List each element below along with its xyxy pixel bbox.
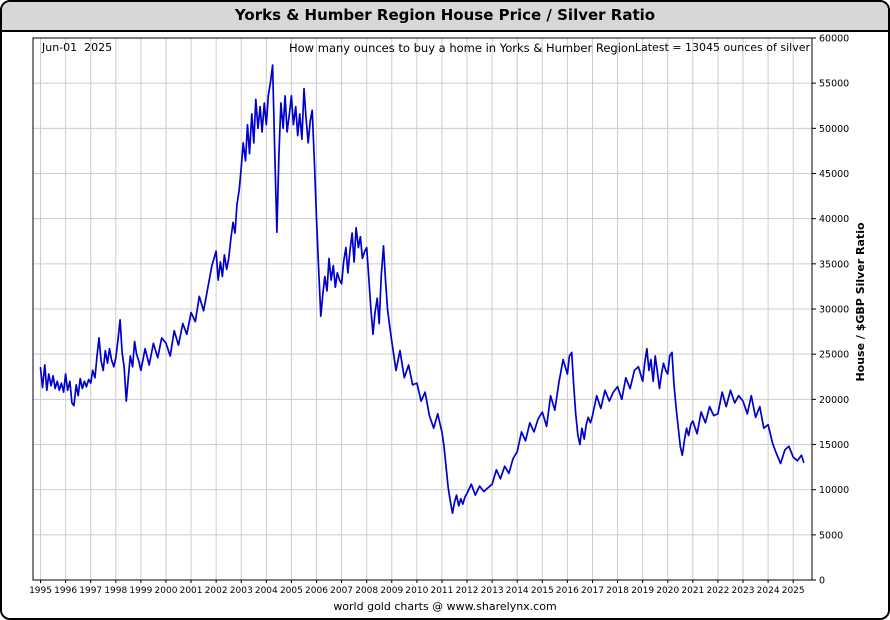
svg-text:2015: 2015 bbox=[531, 586, 554, 596]
svg-text:2003: 2003 bbox=[230, 586, 253, 596]
svg-text:2009: 2009 bbox=[380, 586, 403, 596]
chart-area: 0 5000 10000 15000 20000 25000 30000 35000 40000… bbox=[2, 32, 888, 616]
svg-text:2016: 2016 bbox=[556, 586, 579, 596]
svg-text:2018: 2018 bbox=[606, 586, 629, 596]
svg-text:2024: 2024 bbox=[757, 586, 780, 596]
date-annotation: Jun-01 2025 bbox=[42, 41, 113, 54]
svg-text:2005: 2005 bbox=[280, 586, 303, 596]
latest-value-annotation: Latest = 13045 ounces of silver bbox=[634, 41, 810, 54]
svg-text:2004: 2004 bbox=[255, 586, 278, 596]
svg-text:2013: 2013 bbox=[481, 586, 504, 596]
svg-text:2010: 2010 bbox=[405, 586, 428, 596]
description-annotation: How many ounces to buy a home in Yorks &… bbox=[289, 41, 636, 55]
svg-text:1997: 1997 bbox=[79, 586, 102, 596]
svg-text:25000: 25000 bbox=[819, 350, 849, 361]
svg-text:2001: 2001 bbox=[180, 586, 203, 596]
svg-text:2014: 2014 bbox=[506, 586, 529, 596]
svg-text:20000: 20000 bbox=[819, 395, 849, 406]
chart-title: Yorks & Humber Region House Price / Silv… bbox=[2, 2, 888, 32]
svg-text:45000: 45000 bbox=[819, 169, 849, 180]
svg-text:2007: 2007 bbox=[330, 586, 353, 596]
svg-text:2011: 2011 bbox=[430, 586, 453, 596]
svg-text:55000: 55000 bbox=[819, 79, 849, 90]
svg-text:2021: 2021 bbox=[681, 586, 704, 596]
svg-text:1996: 1996 bbox=[54, 586, 77, 596]
svg-text:10000: 10000 bbox=[819, 485, 849, 496]
svg-text:60000: 60000 bbox=[819, 34, 849, 45]
svg-text:1995: 1995 bbox=[29, 586, 52, 596]
footer-credit: world gold charts @ www.sharelynx.com bbox=[333, 600, 557, 613]
y-axis-title: House / $GBP Silver Ratio bbox=[854, 222, 867, 382]
svg-text:2022: 2022 bbox=[706, 586, 729, 596]
svg-text:2012: 2012 bbox=[456, 586, 479, 596]
svg-text:1998: 1998 bbox=[104, 586, 127, 596]
svg-text:2020: 2020 bbox=[656, 586, 679, 596]
svg-text:2025: 2025 bbox=[782, 586, 805, 596]
svg-text:2008: 2008 bbox=[355, 586, 378, 596]
svg-text:30000: 30000 bbox=[819, 305, 849, 316]
svg-text:2023: 2023 bbox=[732, 586, 755, 596]
price-ratio-chart: 0 5000 10000 15000 20000 25000 30000 35000 40000… bbox=[29, 34, 849, 597]
svg-text:2019: 2019 bbox=[631, 586, 654, 596]
svg-text:1999: 1999 bbox=[129, 586, 152, 596]
svg-text:2006: 2006 bbox=[305, 586, 328, 596]
svg-text:0: 0 bbox=[819, 576, 825, 587]
svg-text:40000: 40000 bbox=[819, 214, 849, 225]
svg-text:2000: 2000 bbox=[155, 586, 178, 596]
svg-text:5000: 5000 bbox=[819, 530, 843, 541]
svg-text:35000: 35000 bbox=[819, 259, 849, 270]
svg-text:2017: 2017 bbox=[581, 586, 604, 596]
svg-text:15000: 15000 bbox=[819, 440, 849, 451]
svg-text:50000: 50000 bbox=[819, 124, 849, 135]
svg-text:2002: 2002 bbox=[205, 586, 228, 596]
